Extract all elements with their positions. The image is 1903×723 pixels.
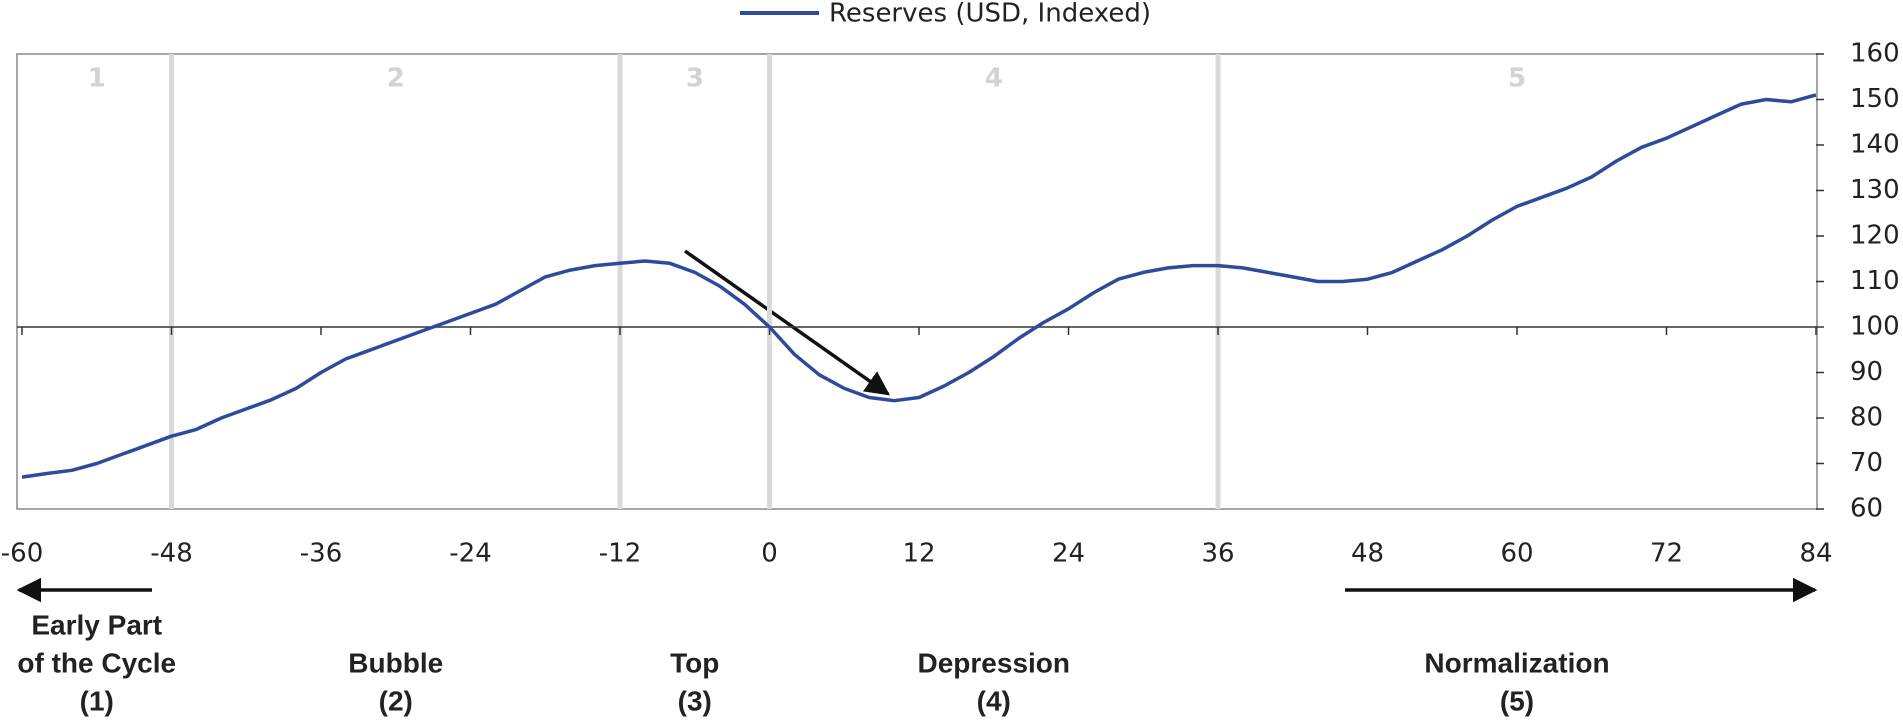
phase-name: (2) xyxy=(379,685,413,716)
x-tick-label: -12 xyxy=(599,539,641,569)
y-tick-label: 160 xyxy=(1850,39,1900,69)
series-line xyxy=(21,93,1817,479)
x-tick-label: 72 xyxy=(1650,539,1683,569)
x-tick-label: -36 xyxy=(300,539,342,569)
legend-label: Reserves (USD, Indexed) xyxy=(829,0,1151,29)
x-tick-label: -60 xyxy=(1,539,43,569)
phase-name: (3) xyxy=(678,685,712,716)
y-tick-label: 140 xyxy=(1850,130,1900,160)
y-tick-label: 120 xyxy=(1850,221,1900,251)
y-tick-label: 60 xyxy=(1850,494,1883,524)
y-tick-label: 90 xyxy=(1850,357,1883,387)
phase-name: of the Cycle xyxy=(17,647,176,678)
y-tick-label: 110 xyxy=(1850,266,1900,296)
phase-number: 1 xyxy=(88,64,106,94)
plot-frame xyxy=(16,53,1818,510)
x-tick-label: -24 xyxy=(449,539,491,569)
phase-number: 4 xyxy=(985,64,1003,94)
x-tick-label: 0 xyxy=(761,539,778,569)
phase-number: 2 xyxy=(387,64,405,94)
phase-name: (1) xyxy=(80,685,114,716)
x-tick-label: 48 xyxy=(1351,539,1384,569)
y-tick-label: 150 xyxy=(1850,84,1900,114)
annotation-arrow xyxy=(683,249,891,396)
phase-name: Depression xyxy=(918,647,1071,678)
y-tick-label: 70 xyxy=(1850,448,1883,478)
y-tick-label: 130 xyxy=(1850,175,1900,205)
x-tick-label: 84 xyxy=(1799,539,1832,569)
y-tick-label: 80 xyxy=(1850,403,1883,433)
x-tick-label: 60 xyxy=(1500,539,1533,569)
phase-name: Bubble xyxy=(348,647,443,678)
x-tick-label: 12 xyxy=(902,539,935,569)
phase-name: Normalization xyxy=(1424,647,1609,678)
x-tick-label: -48 xyxy=(150,539,192,569)
y-tick-label: 100 xyxy=(1850,312,1900,342)
x-tick-label: 36 xyxy=(1201,539,1234,569)
x-tick-label: 24 xyxy=(1052,539,1085,569)
phase-name: Early Part xyxy=(31,609,162,640)
phase-number: 3 xyxy=(686,64,704,94)
phase-name: (4) xyxy=(977,685,1011,716)
phase-number: 5 xyxy=(1508,64,1526,94)
phase-name: Top xyxy=(670,647,719,678)
phase-name: (5) xyxy=(1500,685,1534,716)
